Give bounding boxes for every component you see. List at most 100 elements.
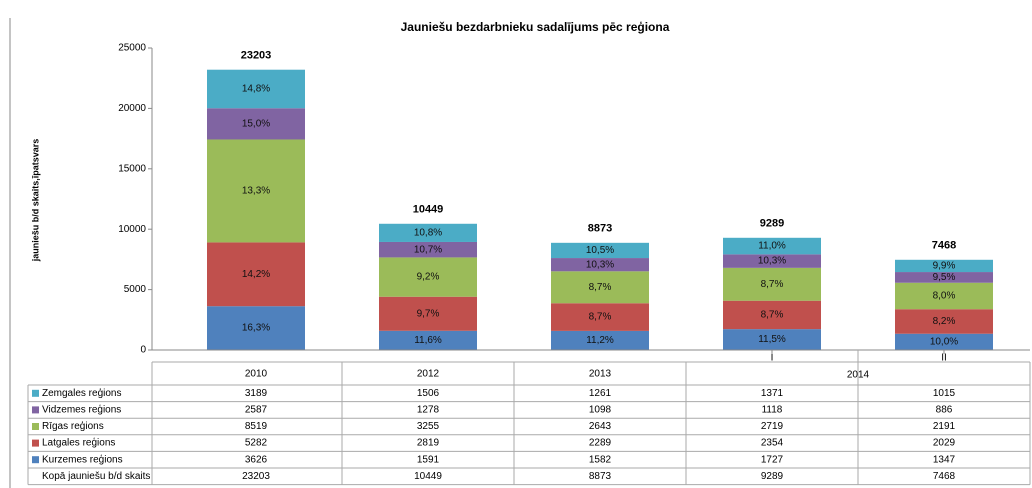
total-label: 23203 [241,50,272,62]
bar-segment [379,257,477,297]
percent-label: 10,3% [758,256,786,267]
bar-segment [379,223,477,242]
table-cell: 1261 [589,388,612,399]
percent-label: 10,0% [930,337,958,348]
percent-label: 10,3% [586,259,614,270]
percent-label: 13,3% [242,186,270,197]
legend-label: Vidzemes reģions [42,403,121,416]
percent-label: 10,7% [414,244,442,255]
percent-label: 14,8% [242,84,270,95]
bar-segment [723,237,821,255]
bar-segment [207,69,305,109]
legend-label: Kurzemes reģions [42,452,123,465]
percent-label: 8,7% [589,312,612,323]
total-label: 7468 [932,240,956,252]
table-cell: 2191 [933,421,956,432]
percent-label: 11,2% [586,335,614,346]
bar-segment [207,306,305,350]
bar-segment [207,108,305,140]
legend-label: Zemgales reģions [42,386,121,399]
bar-segment [551,303,649,331]
bar-segment [379,296,477,331]
bar-segment [723,254,821,268]
table-cell: 1015 [933,388,956,399]
bar-segment [895,259,993,273]
table-row-label: Kopā jauniešu b/d skaits [42,471,150,482]
bar-segment [723,300,821,330]
table-cell: 1727 [761,454,784,465]
bar-segment [379,330,477,350]
percent-label: 8,7% [761,310,784,321]
bar-segment [551,330,649,350]
table-cell: 9289 [761,471,784,482]
table-cell: 8873 [589,471,612,482]
percent-label: 8,0% [933,291,956,302]
percent-label: 11,6% [414,335,442,346]
table-cell: 1347 [933,454,956,465]
table-cell: 1591 [417,454,440,465]
bar-segment [207,242,305,307]
y-tick-label: 5000 [124,284,147,295]
x-tick-label: II [941,353,947,364]
percent-label: 9,5% [933,272,956,283]
percent-label: 11,5% [758,334,786,345]
y-tick-label: 10000 [118,224,146,235]
table-cell: 10449 [414,471,442,482]
table-cell: 1118 [762,405,783,416]
x-tick-label: 2010 [245,369,268,380]
bar-segment [551,242,649,259]
x-tick-label: 2013 [589,369,612,380]
table-cell: 7468 [933,471,956,482]
table-cell: 2029 [933,438,956,449]
table-cell: 2643 [589,421,612,432]
legend-swatch [32,423,39,430]
percent-label: 8,7% [589,282,612,293]
percent-label: 9,2% [417,272,440,283]
bar-segment [895,282,993,310]
table-cell: 2289 [589,438,612,449]
table-cell: 1582 [589,454,612,465]
bar-segment [723,267,821,301]
y-tick-label: 15000 [118,163,146,174]
percent-label: 8,7% [761,279,784,290]
bar-segment [895,309,993,334]
bar-segment [723,329,821,350]
table-cell: 8519 [245,421,268,432]
y-axis-label: jauniešu b/d skaits,īpatsvars [30,139,40,263]
table-cell: 2819 [417,438,440,449]
y-tick-label: 0 [140,345,146,356]
bar-segment [207,139,305,243]
total-label: 10449 [413,204,444,216]
x-tick-label: I [771,353,774,364]
table-cell: 23203 [242,471,270,482]
table-cell: 886 [936,405,953,416]
table-cell: 3255 [417,421,440,432]
total-label: 8873 [588,223,612,235]
legend-swatch [32,456,39,464]
percent-label: 15,0% [242,118,270,129]
total-label: 9289 [760,218,784,230]
table-cell: 2719 [761,421,784,432]
table-cell: 1278 [417,405,440,416]
legend-swatch [32,439,39,447]
x-tick-label: 2012 [417,369,440,380]
table-cell: 1506 [417,388,440,399]
percent-label: 8,2% [933,316,956,327]
percent-label: 10,8% [414,228,442,239]
bar-segment [895,272,993,283]
chart-title: Jauniešu bezdarbnieku sadalījums pēc reģ… [401,20,670,34]
table-cell: 1371 [761,388,784,399]
table-cell: 5282 [245,438,268,449]
legend-label: Rīgas reģions [42,419,104,432]
percent-label: 11,0% [758,241,786,252]
percent-label: 14,2% [242,269,270,280]
bar-segment [895,333,993,350]
bar-segment [551,258,649,272]
percent-label: 9,9% [933,261,956,272]
legend-swatch [32,406,39,414]
table-cell: 1098 [589,405,612,416]
bar-segment [379,241,477,258]
percent-label: 9,7% [417,308,440,319]
percent-label: 10,5% [586,245,614,256]
